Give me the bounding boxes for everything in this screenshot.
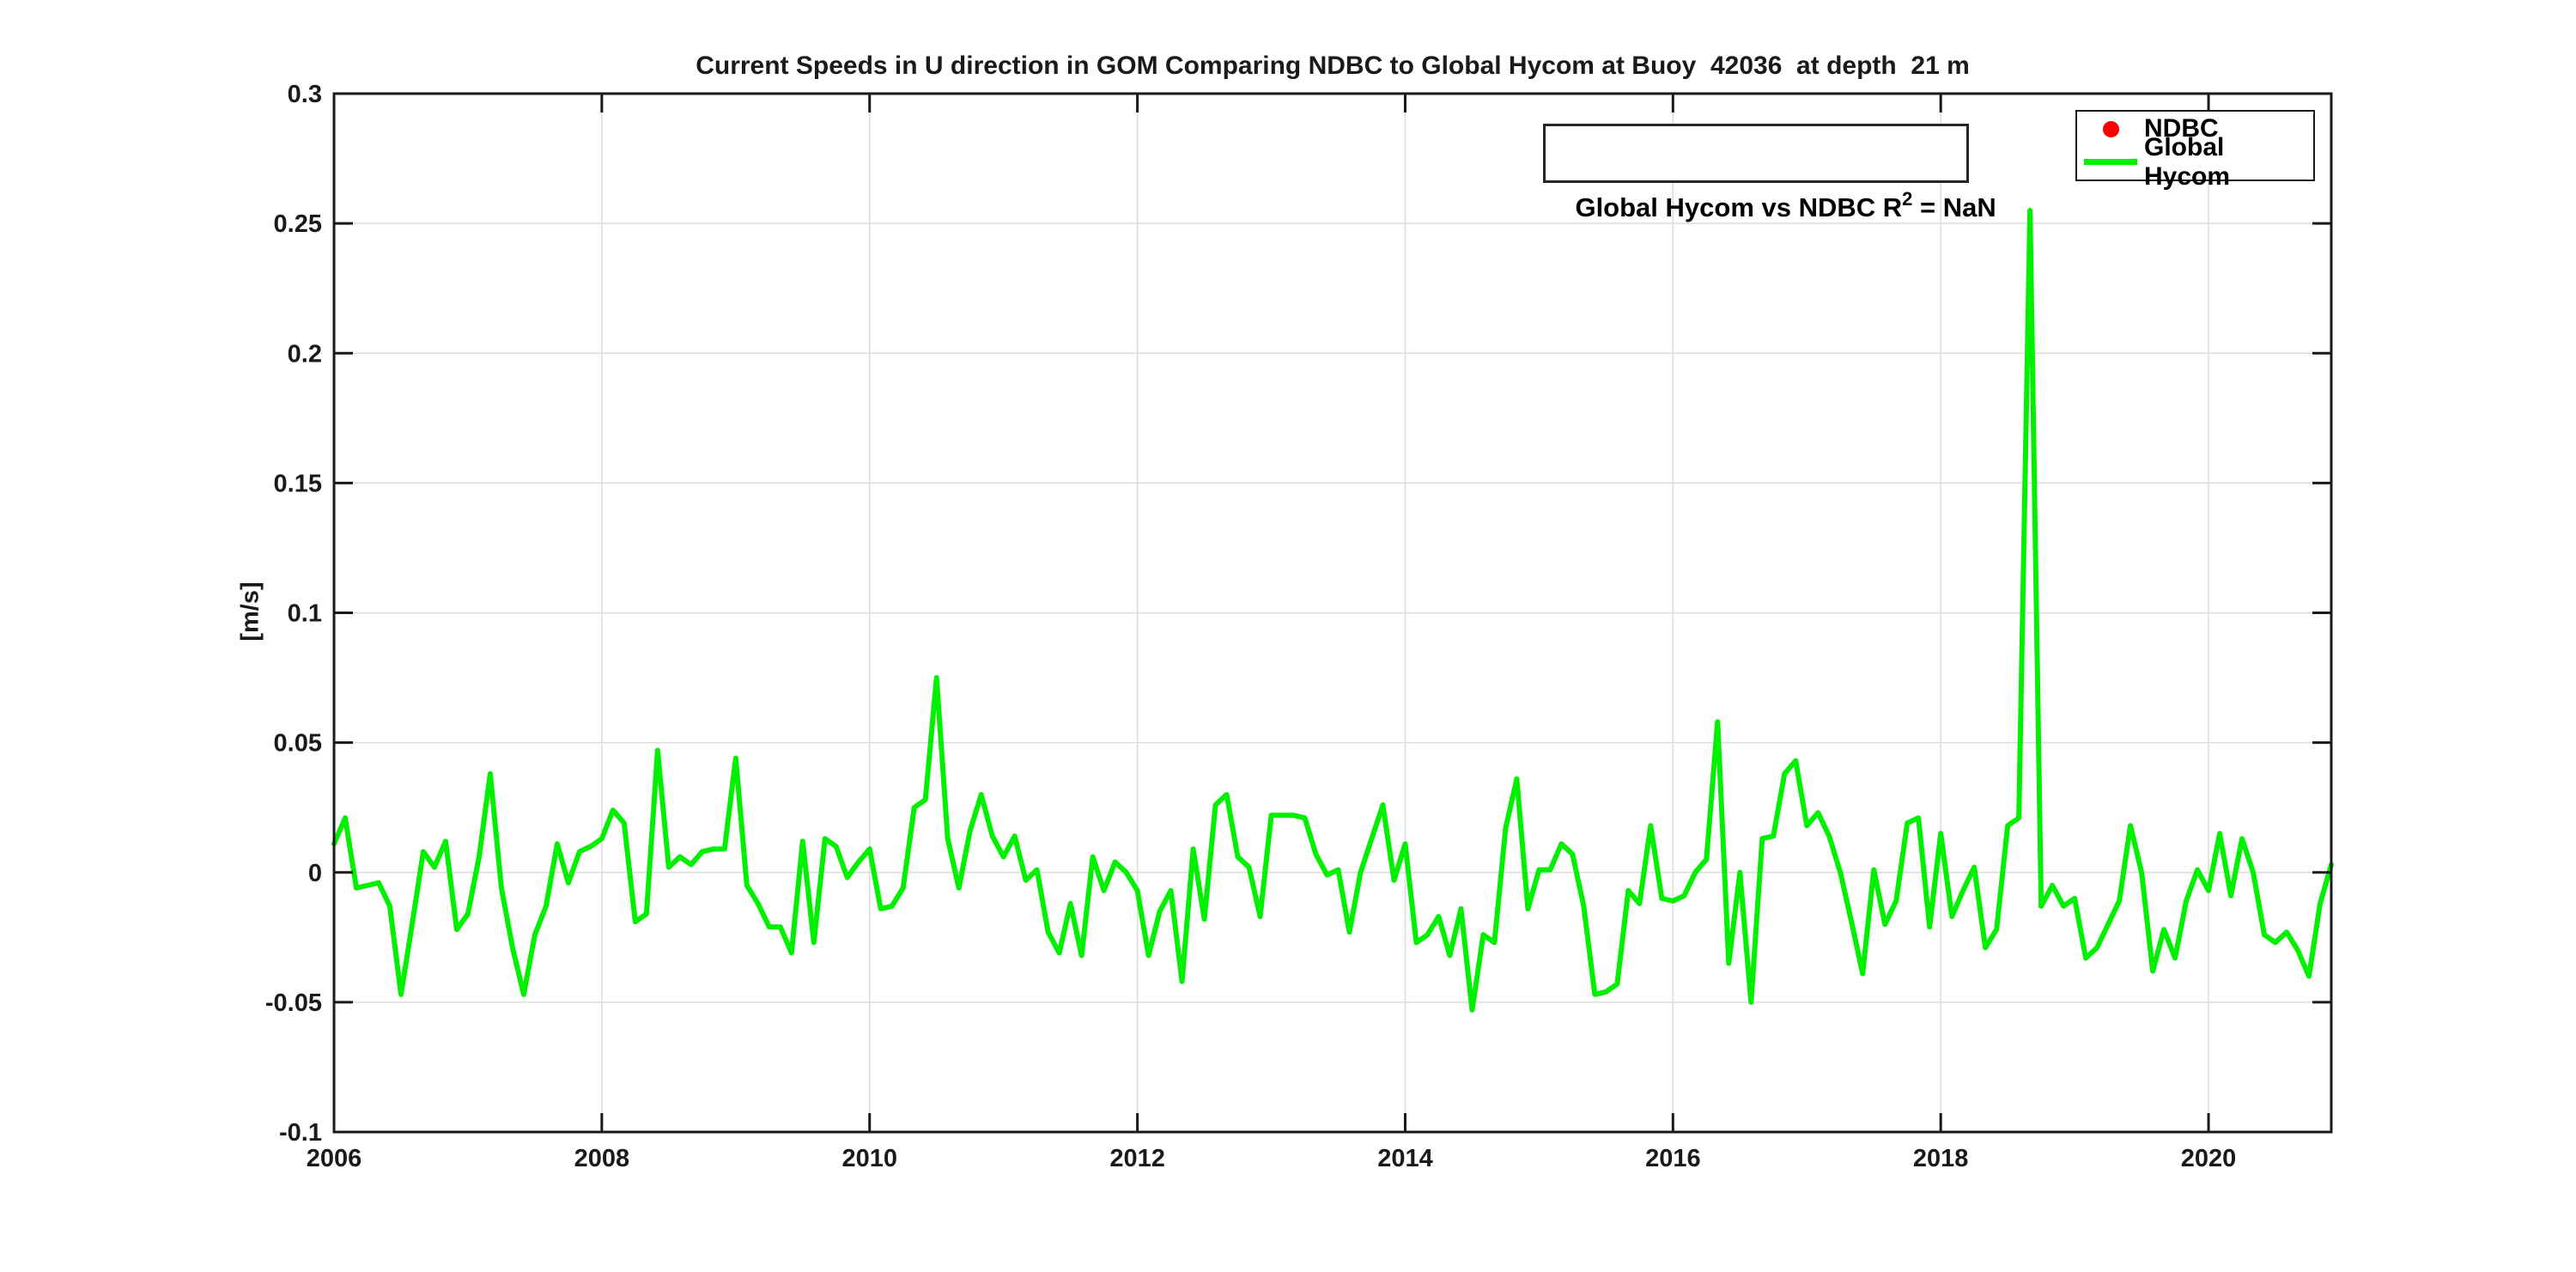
x-tick-label-2016: 2016 — [1645, 1145, 1701, 1172]
series-global-hycom — [331, 208, 2334, 1013]
y-tick-label-0.2: 0.2 — [288, 340, 322, 368]
hycom-line-icon — [2077, 159, 2144, 166]
x-tick-label-2008: 2008 — [574, 1145, 630, 1172]
x-tick-label-2006: 2006 — [307, 1145, 362, 1172]
legend-label-global-hycom: Global Hycom — [2144, 132, 2231, 191]
y-tick-label-0.05: 0.05 — [274, 730, 322, 758]
y-tick-label-0.3: 0.3 — [288, 81, 322, 108]
y-tick-label--0.1: -0.1 — [279, 1119, 322, 1147]
legend-item-ndbc: NDBC — [2077, 113, 2313, 144]
green-line-icon — [2084, 159, 2137, 166]
x-tick-label-2014: 2014 — [1377, 1145, 1433, 1172]
red-dot-icon — [2102, 120, 2119, 137]
legend-label-ndbc: NDBC — [2144, 114, 2219, 143]
x-tick-label-2012: 2012 — [1109, 1145, 1165, 1172]
y-tick-label-0.1: 0.1 — [288, 600, 322, 628]
y-tick-label-0: 0 — [308, 860, 322, 887]
y-tick-label-0.25: 0.25 — [274, 210, 322, 238]
x-tick-label-2018: 2018 — [1913, 1145, 1969, 1172]
ndbc-marker-icon — [2077, 120, 2144, 137]
legend: NDBC Global Hycom — [2075, 110, 2315, 191]
annotation-text-suffix: = NaN — [1912, 192, 1996, 222]
x-tick-label-2020: 2020 — [2181, 1145, 2237, 1172]
x-tick-label-2010: 2010 — [841, 1145, 897, 1172]
r-squared-annotation: Global Hycom vs NDBC R2 = NaN — [1543, 124, 1996, 222]
y-tick-label--0.05: -0.05 — [265, 989, 322, 1017]
annotation-superscript: 2 — [1902, 188, 1913, 210]
y-tick-label-0.15: 0.15 — [274, 470, 322, 497]
chart-title: Current Speeds in U direction in GOM Com… — [696, 52, 1970, 80]
annotation-text-prefix: Global Hycom vs NDBC R — [1575, 192, 1903, 222]
legend-item-global-hycom: Global Hycom — [2077, 133, 2313, 191]
